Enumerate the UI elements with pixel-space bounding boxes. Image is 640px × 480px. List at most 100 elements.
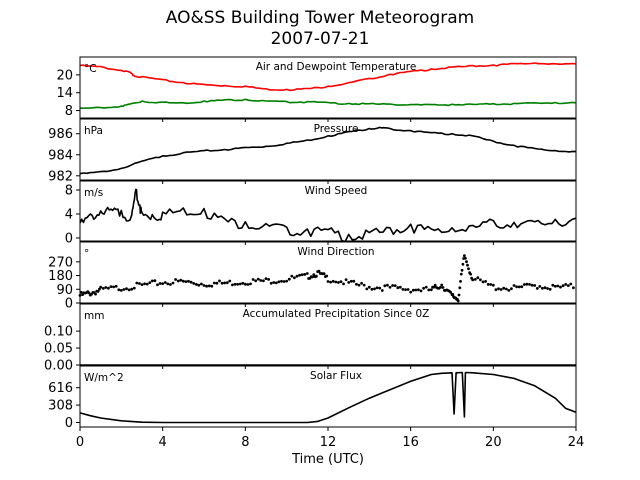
panel-3: 0 4 8 Wind Speed m/s (65, 180, 577, 247)
data-point (393, 284, 397, 287)
data-point (210, 284, 214, 288)
data-point (249, 282, 252, 286)
data-point (194, 283, 198, 286)
data-point (174, 278, 178, 281)
chart-title: AO&SS Building Tower Meteorogram (165, 8, 475, 28)
data-point (290, 274, 294, 278)
panel-unit: mm (84, 310, 104, 322)
data-point (460, 268, 464, 272)
data-point (254, 279, 258, 283)
panel-unit: m/s (84, 187, 103, 199)
data-point (564, 283, 568, 286)
data-point (344, 278, 348, 281)
panel-unit: ° (84, 248, 89, 260)
data-point (546, 287, 549, 290)
data-point (566, 284, 570, 287)
y-tick-label: 0.05 (44, 342, 73, 357)
y-tick-label: 0 (65, 297, 73, 312)
x-tick-label: 12 (320, 435, 337, 450)
data-point (530, 283, 534, 287)
data-point (334, 280, 338, 284)
data-point (465, 260, 468, 264)
x-axis-label: Time (UTC) (292, 452, 364, 467)
data-point (130, 287, 134, 291)
data-point (541, 286, 544, 290)
series-line (79, 371, 577, 424)
data-point (473, 278, 477, 281)
data-point (497, 287, 500, 291)
data-point (223, 281, 227, 285)
x-tick-label: 0 (76, 435, 84, 450)
data-point (305, 272, 309, 275)
y-tick-label: 982 (48, 169, 73, 184)
data-point (156, 283, 159, 287)
data-point (543, 286, 547, 290)
data-point (441, 286, 445, 289)
y-tick-label: 616 (48, 381, 73, 396)
data-point (355, 282, 358, 286)
data-point (553, 284, 557, 288)
data-point (225, 281, 229, 285)
y-tick-label: 8 (65, 184, 73, 199)
y-tick-label: 180 (48, 269, 73, 284)
data-point (264, 277, 268, 280)
data-point (391, 284, 394, 287)
data-point (119, 289, 123, 292)
data-point (401, 288, 405, 291)
data-point (109, 285, 113, 288)
x-tick-label: 24 (568, 435, 585, 450)
data-point (125, 287, 128, 291)
data-point (143, 282, 147, 286)
data-point (373, 287, 376, 291)
data-point (153, 279, 157, 283)
data-point (433, 283, 437, 287)
data-point (117, 288, 121, 292)
panel-1: 8 14 20 Air and Dewpoint Temperature °C (56, 56, 577, 122)
data-point (572, 286, 575, 290)
data-point (398, 285, 402, 289)
y-tick-label: 0 (65, 416, 73, 431)
data-point (184, 280, 188, 283)
data-point (456, 299, 460, 303)
data-point (295, 274, 299, 278)
data-point (467, 267, 470, 271)
data-point (256, 277, 260, 281)
data-point (404, 288, 407, 291)
y-tick-label: 14 (56, 86, 73, 101)
data-point (179, 278, 183, 282)
data-point (461, 262, 465, 266)
data-point (158, 282, 162, 285)
data-point (458, 286, 462, 290)
data-point (231, 283, 234, 287)
x-tick-label: 20 (485, 435, 502, 450)
data-point (365, 287, 369, 291)
data-point (466, 263, 469, 267)
data-point (396, 286, 400, 290)
data-point (311, 275, 314, 279)
data-point (464, 256, 467, 260)
data-point (243, 282, 247, 286)
data-point (360, 281, 363, 285)
data-point (171, 281, 175, 285)
chart-subtitle: 2007-07-21 (270, 29, 370, 49)
panel-unit: °C (84, 63, 97, 75)
data-point (419, 289, 423, 293)
data-point (274, 281, 278, 285)
data-point (267, 278, 270, 281)
panel-title: Wind Direction (297, 246, 374, 258)
y-tick-label: 20 (56, 68, 73, 83)
data-point (339, 280, 343, 284)
data-point (192, 282, 196, 285)
data-point (512, 284, 516, 287)
data-point (187, 279, 190, 283)
data-point (112, 285, 115, 289)
data-point (293, 276, 296, 280)
y-tick-label: 308 (48, 399, 73, 414)
data-point (362, 283, 366, 287)
series-line (79, 62, 577, 92)
data-point (463, 254, 466, 258)
panel-title: Air and Dewpoint Temperature (256, 61, 417, 73)
data-point (138, 282, 141, 285)
data-point (238, 282, 242, 286)
